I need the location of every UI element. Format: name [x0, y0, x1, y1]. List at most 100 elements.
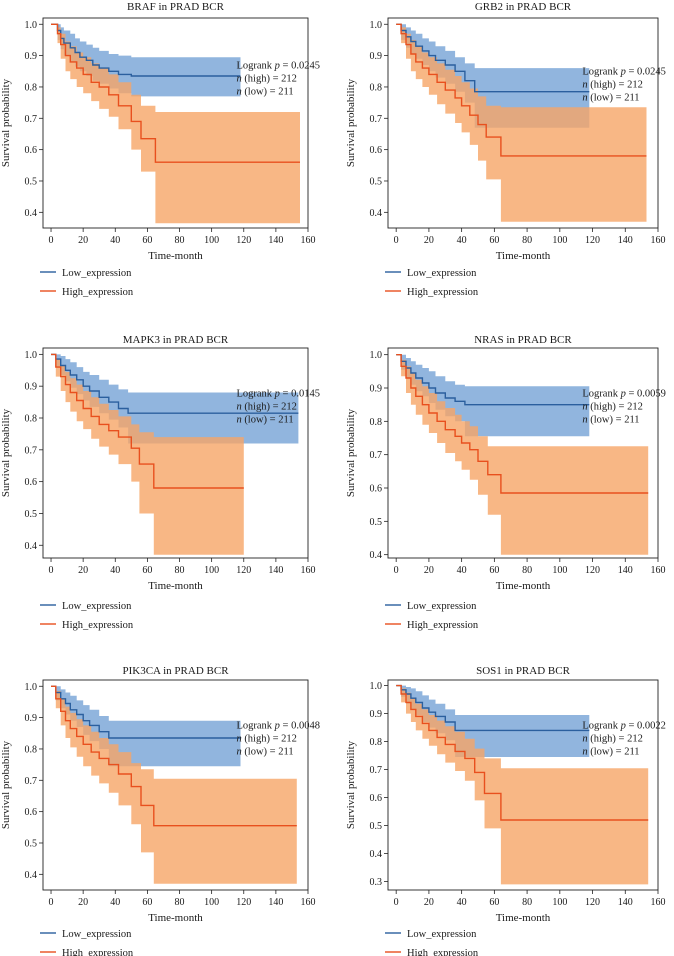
x-tick-label: 100 [552, 565, 567, 576]
logrank-annotation: Logrank p = 0.0059 [582, 388, 666, 399]
plot-frame [387, 679, 659, 891]
n-low-value: 211 [624, 746, 639, 757]
x-tick-label: 160 [301, 565, 316, 576]
x-tick-label: 0 [49, 565, 54, 576]
y-tick-label: 0.9 [25, 382, 38, 393]
y-tick-label: 0.7 [25, 445, 38, 456]
legend-low-label: Low_expression [62, 929, 132, 940]
high-expression-ci-band [51, 24, 300, 224]
y-tick-label: 0.4 [25, 208, 38, 219]
high-expression-ci-band [396, 24, 647, 222]
x-tick-label: 40 [110, 565, 120, 576]
y-axis-label: Survival probability [345, 740, 357, 829]
logrank-p-value: 0.0048 [291, 720, 320, 731]
legend-low-label: Low_expression [407, 929, 477, 940]
n-high-value: 212 [627, 733, 643, 744]
y-tick-label: 0.7 [25, 776, 38, 787]
x-tick-label: 80 [522, 897, 532, 908]
y-tick-label: 1.0 [370, 20, 383, 31]
logrank-p-value: 0.0245 [637, 67, 666, 78]
x-axis-label: Time-month [148, 912, 203, 924]
y-axis-label: Survival probability [345, 408, 357, 497]
n-low-annotation: n (low) = 211 [582, 414, 639, 425]
y-tick-label: 0.8 [25, 414, 38, 425]
chart-title: GRB2 in PRAD BCR [475, 1, 572, 13]
x-tick-label: 120 [236, 235, 251, 246]
low-expression-line [51, 353, 299, 414]
chart-title: NRAS in PRAD BCR [474, 334, 572, 346]
y-tick-label: 0.9 [370, 709, 383, 720]
x-axis-label: Time-month [148, 580, 203, 592]
n-low-annotation: n (low) = 211 [236, 86, 293, 97]
y-tick-label: 0.4 [370, 208, 383, 219]
high-expression-line [396, 684, 649, 821]
chart-title: PIK3CA in PRAD BCR [122, 665, 229, 677]
n-low-value: 211 [624, 414, 639, 425]
y-tick-label: 0.8 [370, 82, 383, 93]
km-panel: SOS1 in PRAD BCR 0 20 40 60 80 100 120 140 160 0.3… [345, 665, 666, 956]
x-tick-label: 100 [552, 897, 567, 908]
x-tick-label: 0 [49, 897, 54, 908]
x-tick-label: 0 [394, 565, 399, 576]
y-tick-label: 0.6 [25, 477, 38, 488]
x-tick-label: 160 [651, 897, 666, 908]
x-axis-label: Time-month [496, 912, 551, 924]
x-tick-label: 140 [618, 897, 633, 908]
y-tick-label: 0.8 [370, 737, 383, 748]
n-high-annotation: n (high) = 212 [582, 80, 642, 91]
legend-low-label: Low_expression [407, 601, 477, 612]
x-tick-label: 160 [651, 235, 666, 246]
x-tick-label: 120 [236, 897, 251, 908]
x-tick-label: 20 [78, 565, 88, 576]
x-tick-label: 40 [457, 235, 467, 246]
y-tick-label: 0.4 [25, 870, 38, 881]
n-low-annotation: n (low) = 211 [582, 93, 639, 104]
y-tick-label: 0.3 [370, 877, 383, 888]
low-expression-line [51, 685, 241, 739]
n-high-annotation: n (high) = 212 [236, 733, 296, 744]
x-tick-label: 60 [142, 565, 152, 576]
y-tick-label: 0.6 [25, 807, 38, 818]
km-panel: MAPK3 in PRAD BCR 0 20 40 60 80 100 120 140 160 0.… [0, 334, 320, 631]
y-axis-label: Survival probability [0, 78, 12, 167]
x-tick-label: 100 [552, 235, 567, 246]
y-axis-label: Survival probability [0, 408, 12, 497]
plot-frame [387, 347, 659, 559]
x-tick-label: 140 [268, 565, 283, 576]
x-tick-label: 40 [457, 565, 467, 576]
km-panel: NRAS in PRAD BCR 0 20 40 60 80 100 120 140 160 0.4… [345, 334, 666, 631]
n-high-annotation: n (high) = 212 [236, 401, 296, 412]
y-tick-label: 0.6 [370, 484, 383, 495]
high-expression-line [396, 23, 647, 157]
plot-frame [42, 17, 309, 229]
x-axis-label: Time-month [148, 250, 203, 262]
y-tick-label: 0.6 [370, 145, 383, 156]
low-expression-ci-band [51, 354, 299, 444]
x-tick-label: 40 [110, 897, 120, 908]
x-tick-label: 20 [424, 565, 434, 576]
y-tick-label: 0.9 [25, 713, 38, 724]
y-axis-label: Survival probability [0, 740, 12, 829]
x-axis-label: Time-month [496, 580, 551, 592]
x-tick-label: 160 [301, 235, 316, 246]
km-panel: BRAF in PRAD BCR 0 20 40 60 80 100 120 140 160 0.4… [0, 1, 320, 298]
plot-frame [387, 17, 659, 229]
x-tick-label: 40 [457, 897, 467, 908]
x-tick-label: 160 [301, 897, 316, 908]
low-expression-line [396, 684, 590, 732]
legend-low-label: Low_expression [62, 268, 132, 279]
high-expression-line [51, 353, 244, 489]
x-tick-label: 80 [522, 235, 532, 246]
y-tick-label: 0.8 [25, 744, 38, 755]
legend-high-label: High_expression [407, 287, 479, 298]
logrank-annotation: Logrank p = 0.0245 [582, 67, 666, 78]
n-low-annotation: n (low) = 211 [236, 414, 293, 425]
x-axis-label: Time-month [496, 250, 551, 262]
n-low-value: 211 [624, 93, 639, 104]
x-tick-label: 140 [618, 235, 633, 246]
n-low-annotation: n (low) = 211 [236, 746, 293, 757]
x-tick-label: 60 [142, 897, 152, 908]
n-low-annotation: n (low) = 211 [582, 746, 639, 757]
y-tick-label: 0.9 [370, 51, 383, 62]
low-expression-ci-band [396, 24, 590, 128]
